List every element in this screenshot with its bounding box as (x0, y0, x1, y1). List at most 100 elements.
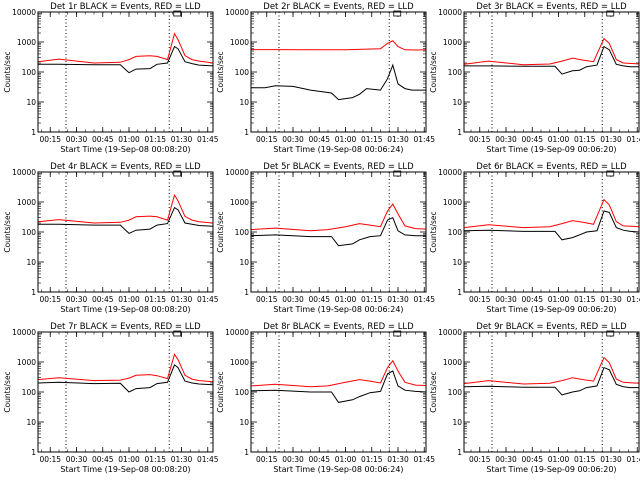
x-tick-label: 00:30 (495, 295, 517, 304)
x-tick-label: 01:00 (335, 135, 357, 144)
events-series-line (463, 210, 640, 241)
y-axis-label: Counts/sec (216, 51, 225, 92)
plot-frame (250, 11, 427, 133)
x-tick-label: 00:15 (256, 135, 278, 144)
x-tick-label: 01:15 (574, 455, 596, 464)
y-tick-label: 1000 (443, 198, 462, 207)
x-tick-label: 00:45 (308, 455, 330, 464)
y-tick-label: 100 (235, 68, 250, 77)
x-tick-label: 00:15 (39, 295, 61, 304)
chart-title: Det 5r BLACK = Events, RED = LLD (263, 162, 414, 172)
events-series-line (464, 45, 639, 75)
y-tick-label: 1 (244, 288, 249, 297)
y-tick-label: 100 (22, 68, 37, 77)
x-tick-label: 00:30 (282, 295, 304, 304)
y-tick-label: 1 (457, 448, 462, 457)
y-tick-label: 1 (31, 448, 36, 457)
chart-panel-3: Det 3r BLACK = Events, RED = LLD 1 10 100 10… (429, 2, 640, 154)
lld-series-line (37, 193, 214, 224)
x-tick-label: 01:15 (361, 135, 383, 144)
plot-frame (250, 171, 427, 293)
x-axis-label: Start Time (19-Sep-09 00:06:20) (486, 305, 616, 314)
y-tick-label: 1000 (230, 358, 249, 367)
x-axis-label: Start Time (19-Sep-08 00:08:20) (60, 465, 190, 474)
chart-title: Det 3r BLACK = Events, RED = LLD (476, 2, 627, 12)
peak-marker-box (606, 170, 615, 177)
y-tick-label: 10000 (12, 8, 36, 17)
y-tick-label: 1 (244, 128, 249, 137)
chart-title: Det 9r BLACK = Events, RED = LLD (476, 322, 627, 332)
plot-frame (463, 331, 640, 453)
y-tick-label: 1 (31, 288, 36, 297)
x-tick-label: 01:45 (413, 295, 435, 304)
x-tick-label: 01:45 (626, 455, 640, 464)
chart-title: Det 6r BLACK = Events, RED = LLD (476, 162, 627, 172)
chart-panel-2: Det 2r BLACK = Events, RED = LLD 1 10 100 10… (216, 2, 435, 154)
y-tick-label: 10000 (438, 8, 462, 17)
y-tick-label: 1000 (443, 38, 462, 47)
peak-marker-box (606, 10, 615, 17)
y-tick-label: 1000 (17, 358, 36, 367)
plot-frame (37, 331, 214, 453)
x-tick-label: 00:15 (469, 135, 491, 144)
x-tick-label: 01:15 (574, 135, 596, 144)
x-tick-label: 00:45 (92, 455, 114, 464)
x-tick-label: 01:00 (335, 295, 357, 304)
chart-panel-4: Det 4r BLACK = Events, RED = LLD 1 10 100 10… (3, 162, 219, 314)
x-tick-label: 00:15 (469, 295, 491, 304)
x-tick-label: 01:15 (361, 455, 383, 464)
y-tick-label: 1000 (17, 198, 36, 207)
x-tick-label: 01:00 (118, 135, 140, 144)
y-tick-label: 10000 (225, 168, 249, 177)
x-axis-label: Start Time (19-Sep-08 00:06:24) (273, 305, 403, 314)
events-series-line (251, 63, 426, 101)
x-tick-label: 01:15 (144, 135, 166, 144)
x-tick-label: 00:45 (521, 295, 543, 304)
x-tick-label: 00:15 (256, 455, 278, 464)
plot-frame (463, 11, 640, 133)
x-tick-label: 01:00 (118, 295, 140, 304)
y-tick-label: 1 (457, 288, 462, 297)
x-axis-label: Start Time (19-Sep-08 00:08:20) (60, 305, 190, 314)
chart-title: Det 8r BLACK = Events, RED = LLD (263, 322, 414, 332)
y-tick-label: 1000 (230, 198, 249, 207)
y-tick-label: 1 (31, 128, 36, 137)
x-tick-label: 00:30 (66, 455, 88, 464)
chart-title: Det 4r BLACK = Events, RED = LLD (50, 162, 201, 172)
x-tick-label: 01:15 (144, 295, 166, 304)
x-tick-label: 01:15 (574, 295, 596, 304)
plot-frame (37, 171, 214, 293)
x-tick-label: 01:30 (171, 295, 193, 304)
y-tick-label: 1000 (17, 38, 36, 47)
chart-panel-7: Det 7r BLACK = Events, RED = LLD 1 10 100 10… (3, 322, 219, 474)
plot-frame (463, 171, 640, 293)
x-tick-label: 00:30 (282, 135, 304, 144)
lld-series-line (463, 356, 640, 385)
x-tick-label: 00:45 (92, 135, 114, 144)
plot-frame (250, 331, 427, 453)
x-tick-label: 00:45 (92, 295, 114, 304)
peak-marker-box (393, 10, 402, 17)
x-tick-label: 01:15 (144, 455, 166, 464)
lld-series-line (463, 37, 640, 66)
chart-panel-9: Det 9r BLACK = Events, RED = LLD 1 10 100 10… (429, 322, 640, 474)
x-tick-label: 00:30 (66, 135, 88, 144)
x-tick-label: 01:45 (413, 135, 435, 144)
chart-title: Det 1r BLACK = Events, RED = LLD (50, 2, 201, 12)
events-series-line (250, 217, 426, 247)
x-axis-label: Start Time (19-Sep-08 00:08:20) (60, 145, 190, 154)
y-tick-label: 10 (239, 418, 249, 427)
x-axis-label: Start Time (19-Sep-08 00:06:24) (273, 465, 403, 474)
x-tick-label: 01:30 (600, 455, 622, 464)
x-tick-label: 01:45 (626, 135, 640, 144)
chart-panel-8: Det 8r BLACK = Events, RED = LLD 1 10 100 10… (216, 322, 435, 474)
x-tick-label: 01:00 (335, 455, 357, 464)
peak-marker-box (173, 10, 182, 17)
y-tick-label: 10 (26, 98, 36, 107)
y-tick-label: 1000 (230, 38, 249, 47)
chart-panel-5: Det 5r BLACK = Events, RED = LLD 1 10 100 10… (216, 162, 435, 314)
plot-frame (37, 11, 214, 133)
y-tick-label: 10000 (12, 328, 36, 337)
y-axis-label: Counts/sec (429, 211, 438, 252)
